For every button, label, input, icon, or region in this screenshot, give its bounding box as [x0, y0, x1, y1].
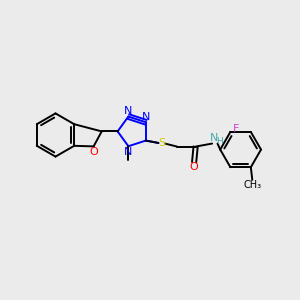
Text: O: O — [190, 162, 199, 172]
Text: CH₃: CH₃ — [243, 180, 261, 190]
Text: O: O — [90, 147, 99, 157]
Text: N: N — [124, 106, 132, 116]
Text: N: N — [124, 147, 132, 157]
Text: F: F — [232, 124, 239, 134]
Text: S: S — [158, 138, 165, 148]
Text: N: N — [210, 134, 219, 143]
Text: H: H — [217, 137, 223, 146]
Text: N: N — [142, 112, 150, 122]
